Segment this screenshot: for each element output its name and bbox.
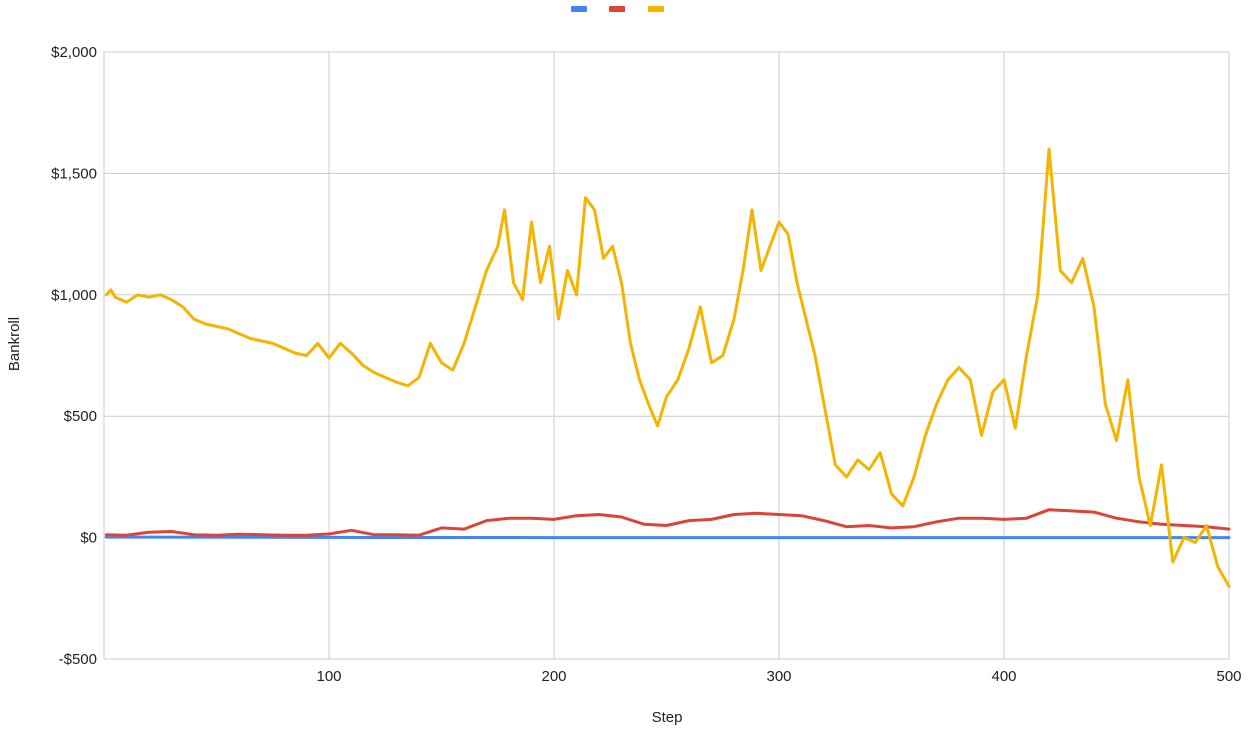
series-line-1 [104, 535, 1231, 540]
y-tick-label: $1,000 [51, 287, 97, 304]
legend-swatch-2 [609, 6, 625, 12]
gridlines [103, 51, 1230, 660]
legend-swatch-1 [571, 6, 587, 12]
series-lines [104, 147, 1231, 588]
legend [571, 6, 664, 12]
x-tick-label: 300 [766, 668, 791, 685]
x-tick-label: 500 [1216, 668, 1241, 685]
series-line-2 [104, 508, 1231, 537]
y-tick-label: -$500 [59, 651, 97, 668]
y-tick-label: $2,000 [51, 44, 97, 61]
y-tick-label: $1,500 [51, 165, 97, 182]
legend-swatch-3 [648, 6, 664, 12]
y-tick-label: $0 [80, 530, 97, 547]
x-axis-title: Step [652, 709, 683, 726]
y-axis-ticks: -$500 $0 $500 $1,000 $1,500 $2,000 [51, 44, 97, 668]
x-tick-label: 100 [316, 668, 341, 685]
x-axis-ticks: 100 200 300 400 500 [316, 668, 1241, 685]
y-axis-title: Bankroll [6, 317, 23, 371]
x-tick-label: 200 [541, 668, 566, 685]
series-line-3 [104, 147, 1231, 588]
y-tick-label: $500 [64, 408, 97, 425]
x-tick-label: 400 [991, 668, 1016, 685]
